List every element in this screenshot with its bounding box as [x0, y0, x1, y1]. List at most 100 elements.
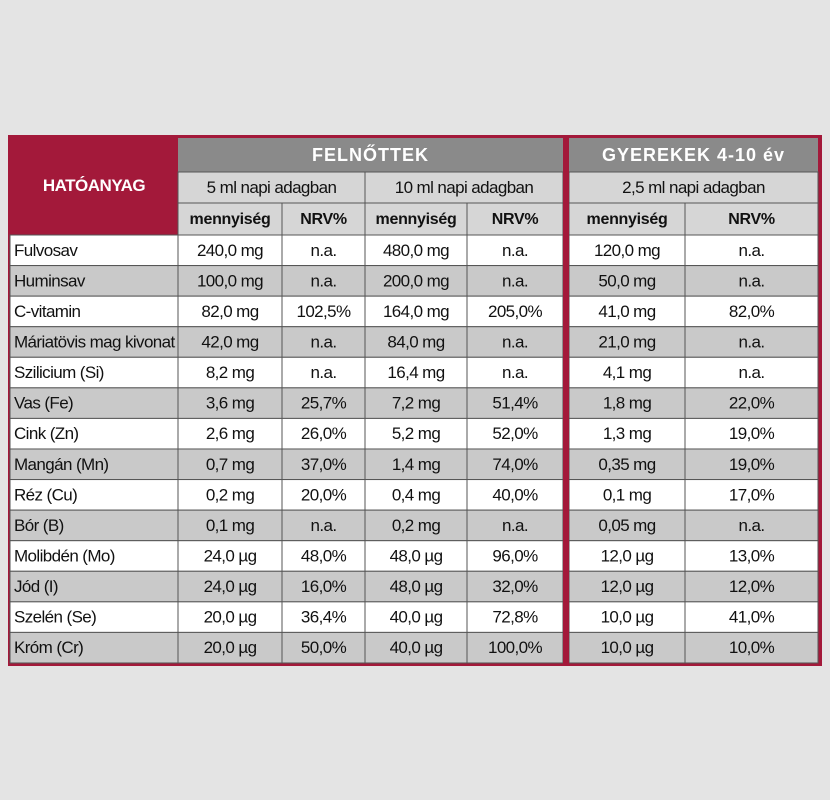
cell	[466, 448, 564, 481]
cell	[568, 265, 686, 297]
cell	[281, 479, 366, 511]
cell	[684, 540, 819, 572]
cell	[177, 601, 283, 633]
cell-value: 10,0 µg	[601, 608, 654, 627]
cell-value: 48,0 µg	[390, 546, 443, 565]
cell	[9, 509, 179, 542]
subheader: NRV%	[492, 211, 539, 228]
cell	[9, 265, 179, 297]
cell	[684, 265, 819, 297]
cell-value: n.a.	[739, 363, 765, 382]
title: HATÓANYAG	[43, 176, 146, 195]
cell	[466, 570, 564, 603]
ingredient-name: Szilicium (Si)	[14, 363, 104, 382]
cell-value: 0,1 mg	[603, 485, 652, 504]
cell	[684, 570, 819, 603]
cell-value: 48,0%	[301, 546, 347, 565]
subheader: mennyiség	[587, 211, 668, 228]
cell-value: 4,1 mg	[603, 363, 652, 382]
cell-value: 25,7%	[301, 394, 347, 413]
cell-value: 10,0 µg	[601, 638, 654, 657]
ingredient-name: Vas (Fe)	[14, 394, 73, 413]
cell-value: 0,7 mg	[206, 455, 255, 474]
dose-label: 5 ml napi adagban	[207, 178, 337, 197]
cell-value: 12,0%	[729, 577, 775, 596]
cell	[466, 601, 564, 633]
cell	[281, 540, 366, 572]
cell-value: 22,0%	[729, 394, 775, 413]
cell-value: 13,0%	[729, 546, 775, 565]
cell-value: 7,2 mg	[392, 394, 441, 413]
cell	[364, 509, 468, 542]
cell	[364, 540, 468, 572]
cell	[364, 265, 468, 297]
cell	[9, 387, 179, 419]
cell-value: 8,2 mg	[206, 363, 255, 382]
dose-label: 2,5 ml napi adagban	[622, 178, 765, 197]
cell	[684, 479, 819, 511]
cell	[568, 631, 686, 664]
cell-value: 42,0 mg	[201, 332, 258, 351]
cell-value: 82,0 mg	[201, 302, 258, 321]
ingredient-name: Huminsav	[14, 271, 86, 290]
cell-value: 16,4 mg	[387, 363, 444, 382]
cell-value: 20,0 µg	[204, 608, 257, 627]
cell-value: 20,0%	[301, 485, 347, 504]
cell-value: 82,0%	[729, 302, 775, 321]
cell-value: 0,2 mg	[206, 485, 255, 504]
ingredient-name: Molibdén (Mo)	[14, 546, 115, 565]
cell-value: n.a.	[502, 332, 528, 351]
cell	[466, 509, 564, 542]
cell	[281, 326, 366, 358]
cell	[9, 601, 179, 633]
group-header	[178, 138, 563, 172]
cell-value: 5,2 mg	[392, 424, 441, 443]
cell-value: 164,0 mg	[383, 302, 449, 321]
cell-value: 102,5%	[296, 302, 351, 321]
cell	[364, 295, 468, 328]
cell-value: 10,0%	[729, 638, 775, 657]
cell	[281, 448, 366, 481]
cell	[684, 631, 819, 664]
cell	[568, 570, 686, 603]
cell-value: 50,0 mg	[598, 271, 655, 290]
cell-value: 40,0%	[492, 485, 538, 504]
cell-value: n.a.	[311, 363, 337, 382]
cell	[9, 479, 179, 511]
cell	[9, 356, 179, 389]
cell	[364, 479, 468, 511]
dose-label: 10 ml napi adagban	[395, 178, 534, 197]
cell-value: 1,4 mg	[392, 455, 441, 474]
cell-value: 72,8%	[492, 608, 538, 627]
cell	[9, 295, 179, 328]
ingredient-name: Fulvosav	[14, 241, 78, 260]
cell-value: 240,0 mg	[197, 241, 263, 260]
cell-value: n.a.	[311, 271, 337, 290]
cell	[177, 326, 283, 358]
cell	[684, 234, 819, 267]
cell	[364, 356, 468, 389]
dose-header	[568, 171, 819, 204]
cell-value: 0,35 mg	[598, 455, 655, 474]
cell	[684, 601, 819, 633]
cell	[568, 448, 686, 481]
cell-value: 120,0 mg	[594, 241, 660, 260]
cell	[177, 570, 283, 603]
cell	[568, 601, 686, 633]
cell	[177, 479, 283, 511]
cell-value: 21,0 mg	[598, 332, 655, 351]
group-header	[569, 138, 818, 172]
cell-value: 37,0%	[301, 455, 347, 474]
cell	[281, 356, 366, 389]
cell-value: 3,6 mg	[206, 394, 255, 413]
cell-value: n.a.	[502, 363, 528, 382]
cell-value: 0,05 mg	[598, 516, 655, 535]
subheader-cell	[466, 202, 564, 236]
cell-value: 24,0 µg	[204, 546, 257, 565]
cell-value: 12,0 µg	[601, 546, 654, 565]
cell-value: 0,1 mg	[206, 516, 255, 535]
ingredient-name: C-vitamin	[14, 302, 81, 321]
cell-value: n.a.	[311, 332, 337, 351]
group-title: GYEREKEK 4-10 év	[602, 145, 785, 165]
